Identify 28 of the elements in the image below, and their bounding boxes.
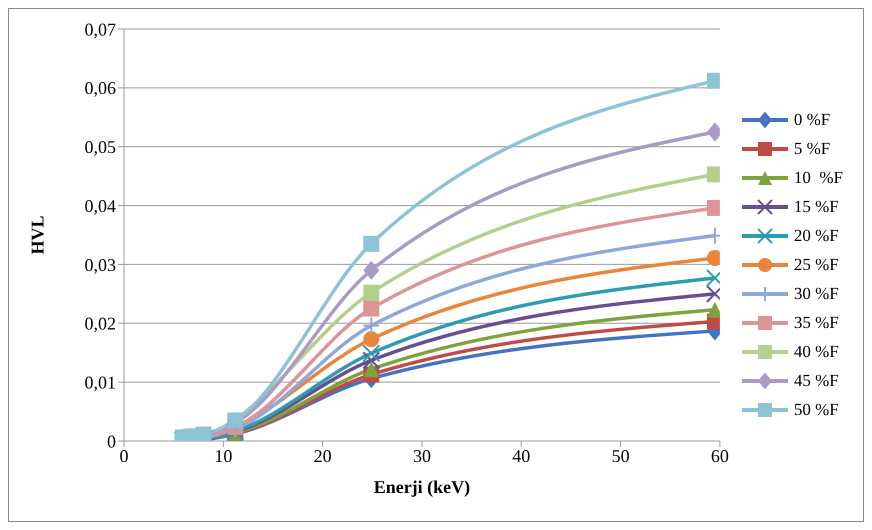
x-tick-label: 10 (214, 446, 232, 466)
x-tick-label: 30 (412, 446, 431, 466)
x-tick-label: 0 (120, 446, 128, 466)
y-tick-label: 0,02 (84, 314, 116, 334)
legend-label: 20 %F (794, 226, 839, 246)
y-tick-label: 0,05 (84, 137, 116, 158)
y-tick-label: 0,04 (84, 196, 116, 216)
y-tick-label: 0,03 (84, 254, 116, 275)
legend-label: 30 %F (794, 284, 839, 304)
y-tick-label: 0,01 (84, 372, 116, 393)
x-tick-label: 40 (512, 446, 530, 466)
y-tick-label: 0 (107, 431, 116, 452)
legend-label: 15 %F (794, 197, 839, 217)
y-axis-title: HVL (27, 215, 48, 255)
legend-label: 0 %F (794, 110, 830, 130)
legend-label: 35 %F (794, 313, 839, 333)
x-tick-label: 50 (612, 446, 630, 466)
legend-label: 10 %F (794, 168, 843, 188)
legend-label: 50 %F (794, 400, 839, 420)
legend-label: 25 %F (794, 255, 839, 275)
x-tick-label: 60 (710, 446, 729, 466)
y-tick-label: 0,07 (84, 19, 116, 40)
legend-label: 45 %F (794, 371, 839, 391)
legend-label: 40 %F (794, 342, 839, 362)
legend-label: 5 %F (794, 139, 830, 159)
x-tick-label: 20 (314, 446, 332, 466)
x-axis-title: Enerji (keV) (374, 477, 470, 497)
y-tick-label: 0,06 (84, 78, 116, 98)
